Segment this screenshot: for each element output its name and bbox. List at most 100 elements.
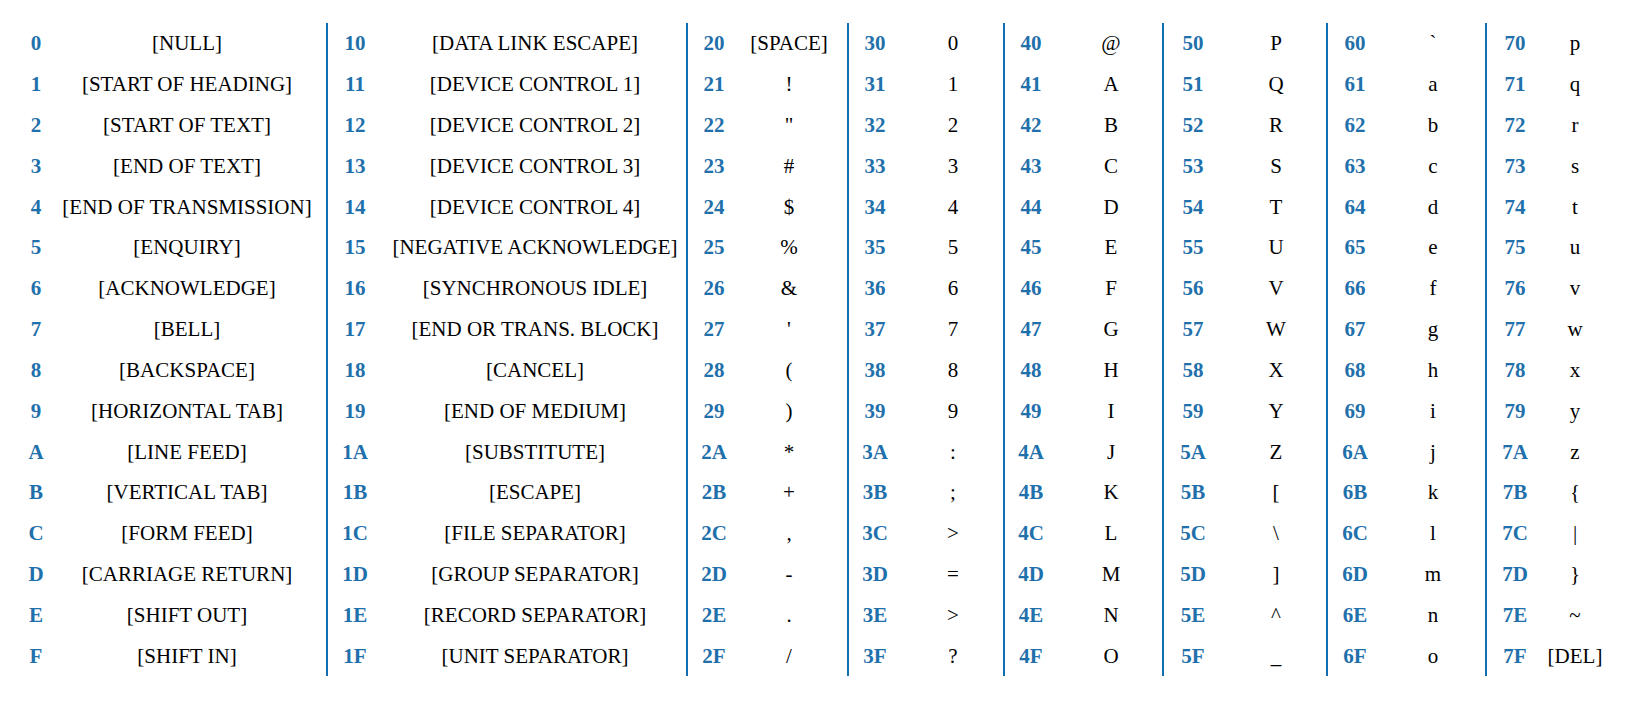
character-value: [SHIFT OUT]	[127, 602, 247, 627]
ascii-row: 74t	[1487, 186, 1639, 227]
ascii-row: 366	[849, 268, 1003, 309]
ascii-row: E[SHIFT OUT]	[0, 594, 326, 635]
hex-code: 57	[1183, 317, 1204, 342]
ascii-row: 42B	[1005, 105, 1162, 146]
hex-code: 60	[1345, 31, 1366, 56]
ascii-row: 1[START OF HEADING]	[0, 64, 326, 105]
character-value: [NEGATIVE ACKNOWLEDGE]	[392, 235, 677, 260]
character-value: o	[1428, 643, 1439, 668]
hex-code: 7E	[1503, 602, 1528, 627]
ascii-row: 16[SYNCHRONOUS IDLE]	[328, 268, 686, 309]
hex-code: 4C	[1018, 521, 1044, 546]
hex-code: 7B	[1503, 480, 1528, 505]
ascii-row: 344	[849, 186, 1003, 227]
ascii-row: 2F/	[688, 635, 847, 676]
character-value: @	[1101, 31, 1120, 56]
character-value: Y	[1268, 398, 1283, 423]
hex-code: 3A	[862, 439, 888, 464]
hex-code: 48	[1021, 357, 1042, 382]
character-value: g	[1428, 317, 1439, 342]
hex-code: 64	[1345, 194, 1366, 219]
ascii-row: 1C[FILE SEPARATOR]	[328, 513, 686, 554]
ascii-row: 66f	[1328, 268, 1485, 309]
character-value: _	[1271, 643, 1282, 668]
hex-code: 4A	[1018, 439, 1044, 464]
character-value: [ESCAPE]	[489, 480, 581, 505]
ascii-row: 355	[849, 227, 1003, 268]
hex-code: 77	[1505, 317, 1526, 342]
character-value: `	[1430, 31, 1437, 56]
hex-code: 45	[1021, 235, 1042, 260]
character-value: >	[947, 521, 959, 546]
ascii-row: 4BK	[1005, 472, 1162, 513]
ascii-row: 41A	[1005, 64, 1162, 105]
hex-code: 6B	[1343, 480, 1368, 505]
ascii-row: 71q	[1487, 64, 1639, 105]
ascii-row: 77 w	[1487, 309, 1639, 350]
hex-code: 22	[704, 113, 725, 138]
hex-code: 46	[1021, 276, 1042, 301]
character-value: 3	[948, 153, 959, 178]
hex-code: 7C	[1502, 521, 1528, 546]
character-value: #	[784, 153, 795, 178]
character-value: 0	[948, 31, 959, 56]
ascii-column-group: 40@41A42B43C44D45E46F47G48H49I4AJ4BK4CL4…	[1003, 23, 1162, 676]
character-value: [CARRIAGE RETURN]	[82, 561, 293, 586]
ascii-row: 25%	[688, 227, 847, 268]
hex-code: 5	[31, 235, 42, 260]
hex-code: 52	[1183, 113, 1204, 138]
character-value: [BACKSPACE]	[119, 357, 255, 382]
character-value: O	[1103, 643, 1118, 668]
character-value: X	[1268, 357, 1283, 382]
hex-code: 42	[1021, 113, 1042, 138]
ascii-row: 7[BELL]	[0, 309, 326, 350]
ascii-row: 44D	[1005, 186, 1162, 227]
character-value: G	[1103, 317, 1118, 342]
hex-code: 1A	[342, 439, 368, 464]
ascii-row: 6Aj	[1328, 431, 1485, 472]
character-value: [START OF TEXT]	[103, 113, 271, 138]
ascii-row: 2E.	[688, 594, 847, 635]
hex-code: 3B	[863, 480, 888, 505]
character-value: q	[1570, 72, 1581, 97]
hex-code: 6F	[1343, 643, 1366, 668]
ascii-row: 13[DEVICE CONTROL 3]	[328, 145, 686, 186]
hex-code: 56	[1183, 276, 1204, 301]
character-value: z	[1570, 439, 1579, 464]
hex-code: 1	[31, 72, 42, 97]
ascii-row: 15[NEGATIVE ACKNOWLEDGE]	[328, 227, 686, 268]
ascii-row: 1D[GROUP SEPARATOR]	[328, 554, 686, 595]
hex-code: 38	[865, 357, 886, 382]
character-value: [VERTICAL TAB]	[107, 480, 268, 505]
hex-code: 6C	[1342, 521, 1368, 546]
character-value: 8	[948, 357, 959, 382]
character-value: [DEVICE CONTROL 4]	[430, 194, 640, 219]
ascii-row: 1A[SUBSTITUTE]	[328, 431, 686, 472]
hex-code: 63	[1345, 153, 1366, 178]
character-value: J	[1107, 439, 1115, 464]
ascii-row: 4FO	[1005, 635, 1162, 676]
ascii-row: 4A J	[1005, 431, 1162, 472]
ascii-row: 1B[ESCAPE]	[328, 472, 686, 513]
hex-code: 24	[704, 194, 725, 219]
character-value: w	[1567, 317, 1582, 342]
ascii-row: 2A*	[688, 431, 847, 472]
ascii-row: 64d	[1328, 186, 1485, 227]
character-value: A	[1103, 72, 1118, 97]
character-value: Q	[1268, 72, 1283, 97]
character-value: [BELL]	[154, 317, 220, 342]
ascii-row: 5AZ	[1164, 431, 1326, 472]
character-value: E	[1105, 235, 1118, 260]
character-value: p	[1570, 31, 1581, 56]
hex-code: 12	[345, 113, 366, 138]
character-value: (	[786, 357, 793, 382]
ascii-row: 7B{	[1487, 472, 1639, 513]
character-value: &	[781, 276, 797, 301]
character-value: a	[1428, 72, 1437, 97]
ascii-row: 2D-	[688, 554, 847, 595]
character-value: R	[1269, 113, 1283, 138]
hex-code: 53	[1183, 153, 1204, 178]
hex-code: 70	[1505, 31, 1526, 56]
character-value: N	[1103, 602, 1118, 627]
hex-code: 3F	[863, 643, 886, 668]
